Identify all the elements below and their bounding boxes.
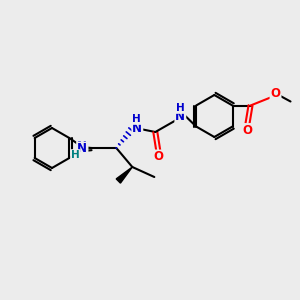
Text: O: O (242, 124, 253, 137)
Text: N: N (132, 122, 142, 134)
Text: H: H (71, 150, 80, 160)
Text: O: O (271, 87, 281, 100)
Text: H: H (132, 114, 141, 124)
Text: O: O (153, 151, 163, 164)
Text: N: N (77, 140, 87, 154)
Text: N: N (175, 110, 185, 124)
Polygon shape (116, 167, 132, 183)
Text: N: N (77, 142, 87, 155)
Text: H: H (176, 103, 185, 113)
